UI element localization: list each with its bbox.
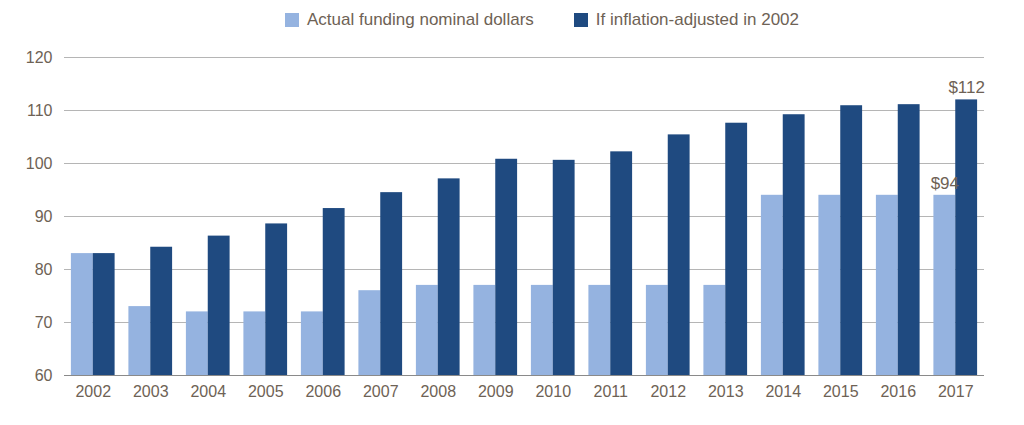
svg-text:2017: 2017 <box>938 383 974 400</box>
svg-text:60: 60 <box>35 367 53 384</box>
svg-text:2005: 2005 <box>248 383 284 400</box>
svg-text:2006: 2006 <box>305 383 341 400</box>
svg-text:2009: 2009 <box>478 383 514 400</box>
svg-text:70: 70 <box>35 314 53 331</box>
svg-text:2012: 2012 <box>650 383 686 400</box>
svg-text:2014: 2014 <box>765 383 801 400</box>
svg-text:2011: 2011 <box>594 383 629 400</box>
svg-text:$112: $112 <box>948 78 985 97</box>
svg-text:$94: $94 <box>931 174 959 193</box>
svg-text:2013: 2013 <box>708 383 744 400</box>
svg-text:80: 80 <box>35 261 53 278</box>
svg-text:90: 90 <box>35 208 53 225</box>
svg-text:2004: 2004 <box>190 383 226 400</box>
svg-text:100: 100 <box>26 155 53 172</box>
svg-text:2003: 2003 <box>133 383 169 400</box>
html-text:If inflation-adjusted in 2002: If inflation-adjusted in 2002 <box>595 10 799 29</box>
svg-text:2010: 2010 <box>535 383 571 400</box>
svg-text:2015: 2015 <box>823 383 859 400</box>
svg-text:120: 120 <box>26 49 53 66</box>
svg-text:2016: 2016 <box>880 383 916 400</box>
svg-text:2007: 2007 <box>363 383 399 400</box>
svg-text:110: 110 <box>27 102 53 119</box>
svg-text:2008: 2008 <box>420 383 456 400</box>
html-text:Actual funding nominal dollars: Actual funding nominal dollars <box>307 10 534 29</box>
svg-text:2002: 2002 <box>75 383 111 400</box>
